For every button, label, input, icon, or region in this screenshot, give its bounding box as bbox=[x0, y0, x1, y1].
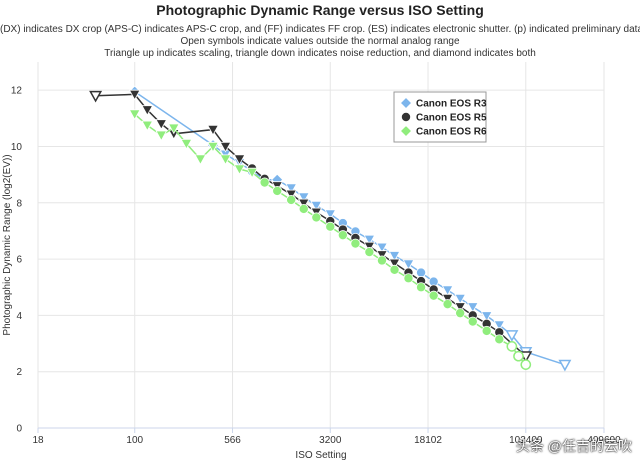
data-point bbox=[155, 130, 168, 142]
data-point bbox=[416, 267, 427, 278]
data-point bbox=[350, 238, 361, 249]
data-point bbox=[388, 258, 401, 270]
y-tick-label: 10 bbox=[11, 142, 23, 153]
data-point bbox=[494, 334, 505, 345]
data-point bbox=[272, 185, 283, 196]
y-tick-label: 6 bbox=[16, 255, 22, 266]
data-point bbox=[454, 293, 467, 305]
data-point bbox=[207, 125, 219, 136]
watermark: 头条 @任吉的云吹 bbox=[515, 438, 632, 454]
data-point bbox=[467, 316, 478, 327]
data-point bbox=[455, 308, 466, 319]
data-point bbox=[493, 320, 506, 332]
data-point bbox=[219, 141, 232, 153]
y-tick-label: 2 bbox=[16, 367, 22, 378]
data-point bbox=[233, 154, 246, 166]
data-point bbox=[337, 230, 348, 241]
data-point bbox=[481, 325, 492, 336]
series-canon-eos-r6 bbox=[128, 109, 532, 371]
data-point bbox=[311, 212, 322, 223]
data-point bbox=[286, 194, 297, 205]
x-tick-label: 100 bbox=[126, 435, 143, 446]
data-point bbox=[389, 264, 400, 275]
data-point bbox=[506, 341, 518, 352]
legend-label: Canon EOS R5 bbox=[416, 113, 487, 124]
data-point bbox=[194, 154, 207, 166]
data-point bbox=[441, 293, 454, 305]
legend-marker bbox=[400, 112, 411, 123]
data-point bbox=[141, 105, 154, 116]
data-point bbox=[376, 255, 387, 266]
legend-item[interactable]: Canon EOS R6 bbox=[399, 124, 488, 138]
y-tick-label: 8 bbox=[16, 198, 22, 209]
x-tick-label: 18102 bbox=[414, 435, 442, 446]
data-point bbox=[416, 282, 427, 293]
legend-label: Canon EOS R3 bbox=[416, 99, 487, 110]
data-point bbox=[246, 167, 258, 179]
x-tick-label: 566 bbox=[224, 435, 241, 446]
y-tick-label: 4 bbox=[16, 311, 22, 322]
data-point bbox=[219, 154, 232, 166]
data-point bbox=[520, 359, 532, 371]
chart-subtitle-line-3: Triangle up indicates scaling, triangle … bbox=[104, 48, 536, 59]
data-point bbox=[466, 302, 479, 313]
legend-marker bbox=[399, 96, 413, 110]
data-point bbox=[376, 242, 388, 254]
data-point bbox=[310, 200, 323, 212]
data-point bbox=[297, 198, 310, 210]
legend[interactable]: Canon EOS R3 Canon EOS R5 Canon EOS R6 bbox=[393, 91, 488, 143]
data-point bbox=[298, 203, 309, 214]
data-point bbox=[388, 251, 401, 262]
x-tick-label: 409600 bbox=[587, 435, 621, 446]
data-point bbox=[128, 109, 141, 121]
data-point bbox=[513, 350, 524, 362]
grid bbox=[37, 62, 605, 429]
legend-item[interactable]: Canon EOS R5 bbox=[400, 112, 487, 124]
data-point bbox=[364, 247, 375, 258]
data-point bbox=[207, 141, 219, 153]
data-point bbox=[89, 90, 103, 103]
data-point bbox=[403, 273, 414, 284]
x-tick-label: 18 bbox=[32, 435, 44, 446]
data-point bbox=[402, 259, 415, 271]
x-tick-label: 3200 bbox=[319, 435, 342, 446]
data-point bbox=[428, 290, 439, 301]
data-point bbox=[376, 250, 388, 261]
data-point bbox=[180, 138, 193, 150]
data-point bbox=[558, 359, 572, 372]
data-point bbox=[442, 299, 453, 310]
data-point bbox=[454, 302, 467, 313]
x-axis-label: ISO Setting bbox=[295, 450, 346, 461]
legend-label: Canon EOS R6 bbox=[416, 127, 487, 138]
data-point bbox=[363, 241, 376, 253]
data-point bbox=[259, 177, 270, 188]
axes: 0 2 4 6 8 10 12 18 100 566 3200 18102 102400 409600 bbox=[11, 86, 621, 446]
data-point bbox=[167, 123, 180, 135]
data-point bbox=[128, 89, 141, 101]
chart-title: Photographic Dynamic Range versus ISO Se… bbox=[156, 2, 484, 18]
y-tick-label: 12 bbox=[11, 86, 23, 97]
x-tick-label: 102400 bbox=[509, 435, 543, 446]
y-tick-label: 0 bbox=[16, 424, 22, 435]
data-point bbox=[480, 311, 493, 322]
legend-marker bbox=[399, 124, 413, 138]
legend-item[interactable]: Canon EOS R3 bbox=[399, 96, 488, 110]
data-point bbox=[285, 189, 298, 201]
data-point bbox=[325, 221, 336, 232]
data-point bbox=[324, 209, 337, 221]
data-point bbox=[141, 120, 154, 132]
data-point bbox=[441, 285, 454, 297]
data-point bbox=[363, 234, 376, 246]
series-canon-eos-r3 bbox=[128, 85, 572, 372]
data-point bbox=[505, 330, 519, 342]
data-point bbox=[285, 183, 298, 195]
y-axis-label: Photographic Dynamic Range (log2(EV)) bbox=[2, 154, 13, 335]
data-point bbox=[155, 119, 168, 130]
chart-subtitle-line-2: Open symbols indicate values outside the… bbox=[180, 36, 460, 47]
series-layer bbox=[89, 85, 572, 372]
data-point bbox=[297, 192, 310, 204]
chart-subtitle-line-1: (DX) indicates DX crop (APS-C) indicates… bbox=[0, 24, 640, 35]
data-point bbox=[233, 164, 246, 176]
